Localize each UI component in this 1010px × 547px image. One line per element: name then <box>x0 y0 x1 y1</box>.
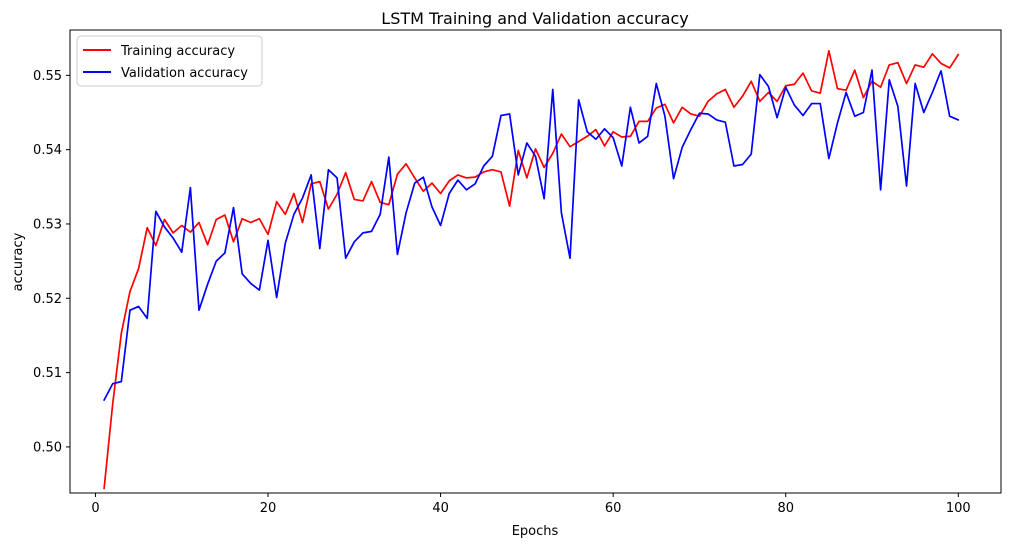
y-tick-label: 0.51 <box>33 366 62 381</box>
series-line-validation <box>103 69 960 401</box>
legend: Training accuracy Validation accuracy <box>76 35 263 87</box>
x-axis: 0 20 40 60 80 100 <box>91 493 971 516</box>
y-axis: 0.50 0.51 0.52 0.53 0.54 0.55 <box>33 69 70 455</box>
y-tick-label: 0.55 <box>33 69 62 84</box>
legend-box <box>76 35 263 87</box>
x-tick-label: 0 <box>91 501 99 516</box>
legend-label-training: Training accuracy <box>120 44 235 59</box>
x-axis-title: Epochs <box>512 524 559 539</box>
y-tick-label: 0.53 <box>33 217 62 232</box>
chart-title: LSTM Training and Validation accuracy <box>381 9 688 28</box>
series-layer <box>103 49 960 490</box>
y-tick-label: 0.50 <box>33 440 62 455</box>
x-tick-label: 40 <box>432 501 449 516</box>
y-tick-label: 0.54 <box>33 143 62 158</box>
x-tick-label: 80 <box>777 501 794 516</box>
x-tick-label: 60 <box>605 501 622 516</box>
x-tick-label: 20 <box>260 501 277 516</box>
y-tick-label: 0.52 <box>33 292 62 307</box>
series-line-training <box>103 49 960 490</box>
axes-frame <box>69 29 1002 494</box>
plot-area: 0 20 40 60 80 100 0.50 0.51 0.52 0.53 0.54 0.55 <box>33 29 1002 516</box>
legend-label-validation: Validation accuracy <box>121 66 248 81</box>
x-tick-label: 100 <box>946 501 971 516</box>
y-axis-title: accuracy <box>11 232 26 291</box>
